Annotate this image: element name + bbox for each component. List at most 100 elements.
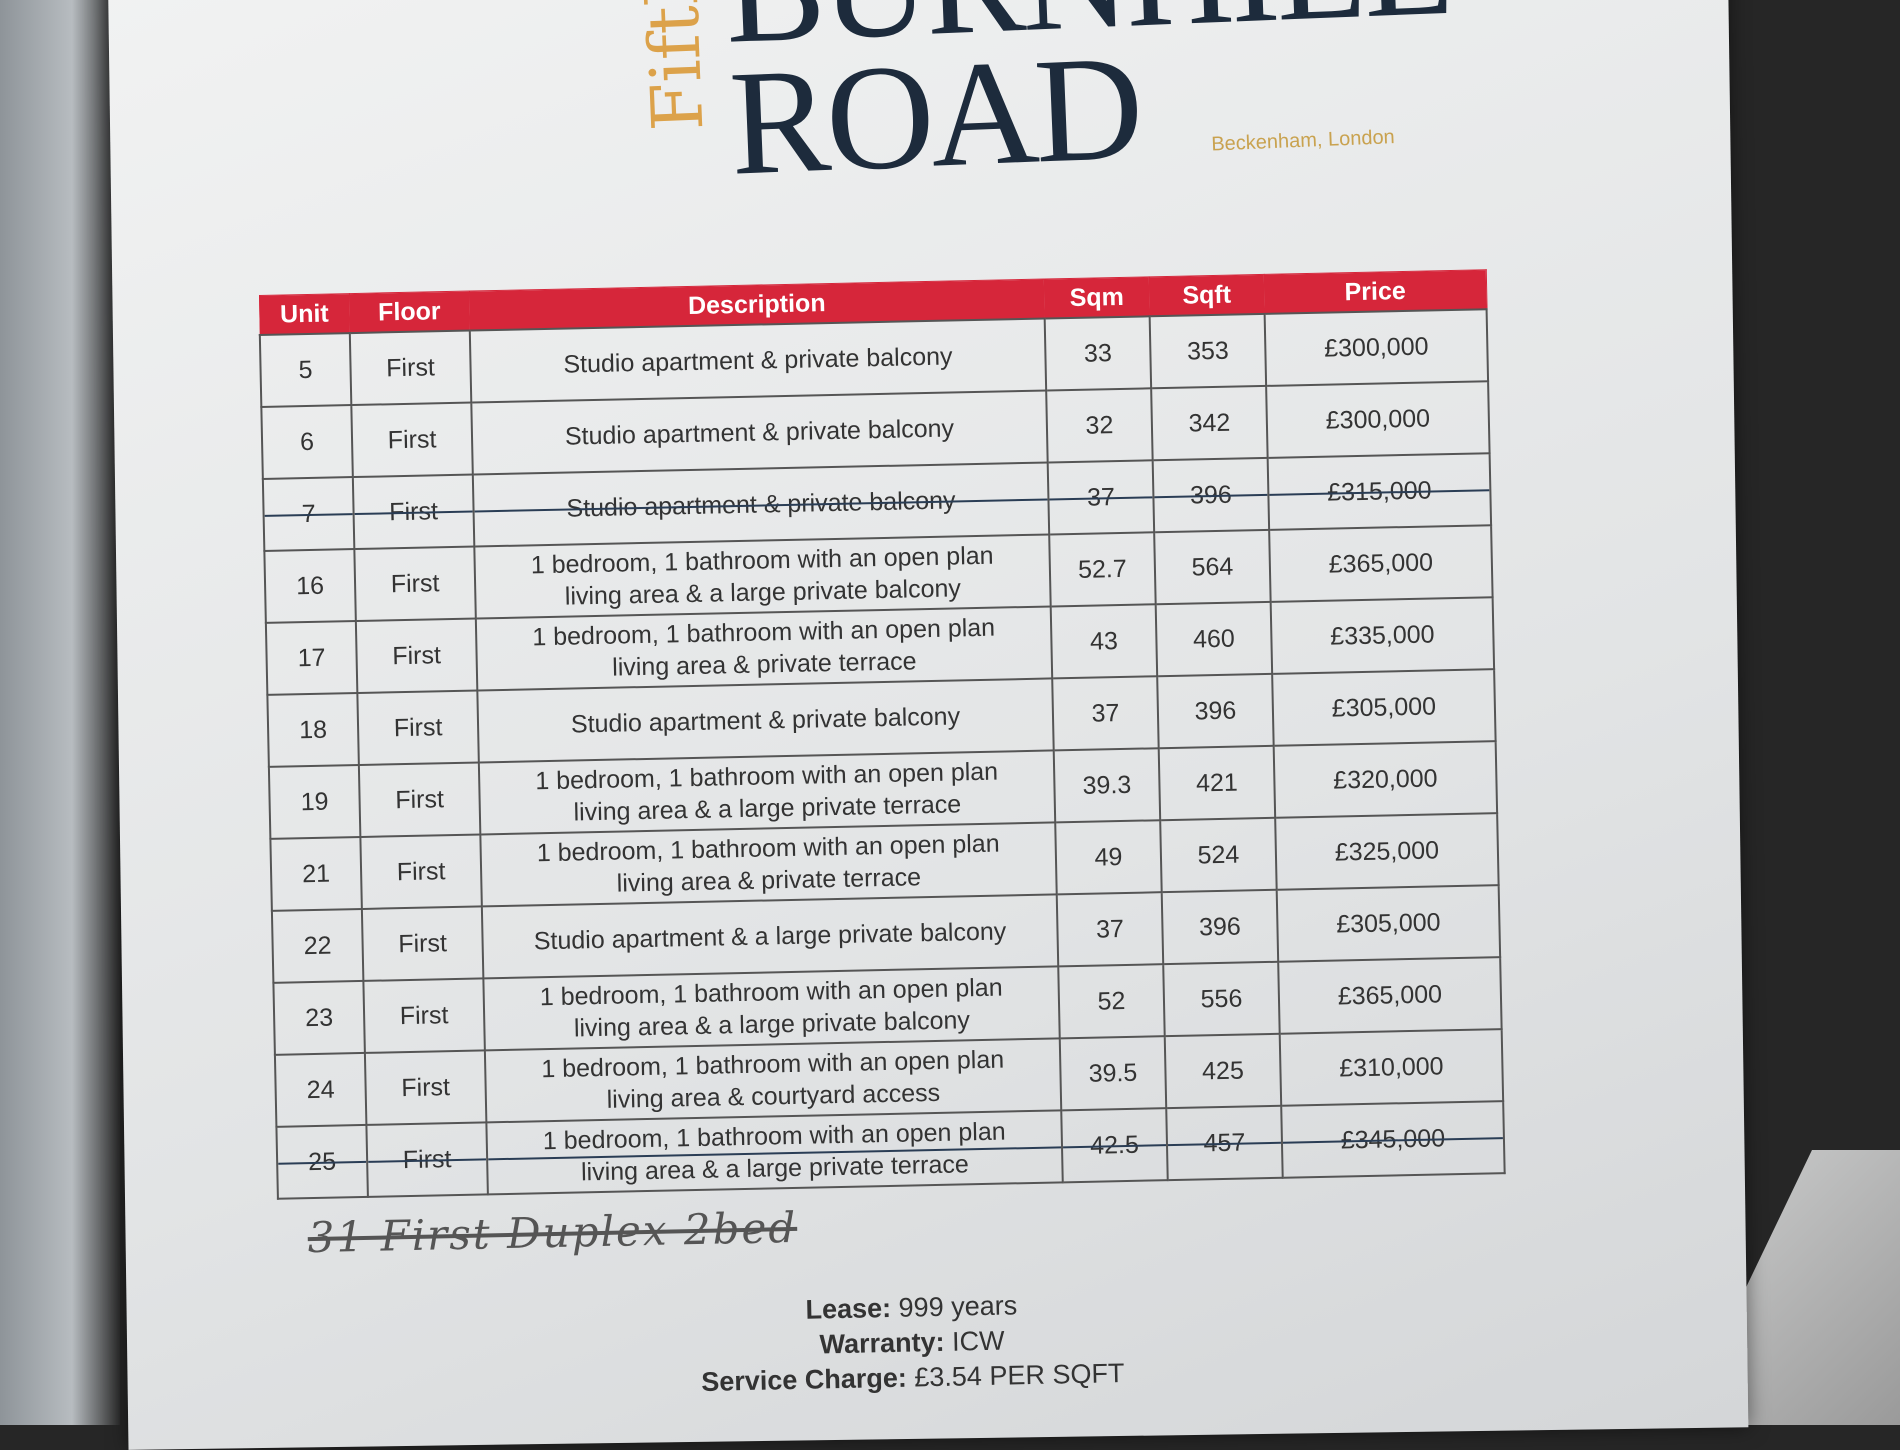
cell-text: 32 [1085, 410, 1114, 440]
cell-floor: First [357, 690, 479, 765]
cell-text: £325,000 [1334, 836, 1440, 867]
cell-sqm: 42.5 [1061, 1108, 1168, 1183]
cell-price: £345,000 [1281, 1101, 1505, 1178]
cell-floor: First [351, 402, 473, 478]
service-charge-label: Service Charge: [700, 1363, 908, 1398]
cell-text: £365,000 [1328, 548, 1434, 579]
cell-text: 18 [298, 715, 328, 744]
cell-text: 43 [1089, 626, 1119, 656]
description-line: Studio apartment & private balcony [564, 414, 955, 451]
cell-floor: First [363, 978, 485, 1053]
cell-text: £310,000 [1338, 1052, 1444, 1083]
cell-sqft: 556 [1163, 961, 1280, 1037]
cell-floor: First [355, 618, 478, 694]
cell-unit: 7 [262, 477, 355, 551]
cell-text: 21 [301, 859, 331, 888]
warranty-label: Warranty: [819, 1327, 945, 1360]
cell-floor: First [352, 474, 475, 550]
cell-sqm: 37 [1056, 892, 1164, 967]
cell-text: 22 [303, 931, 332, 960]
handwritten-note: 31 First Duplex 2bed [307, 1202, 798, 1263]
cell-text: 37 [1095, 914, 1125, 944]
description-line: Studio apartment & private balcony [570, 702, 961, 739]
cell-sqft: 425 [1164, 1033, 1282, 1109]
column-header: Floor [348, 291, 470, 334]
cell-unit: 17 [265, 621, 358, 695]
column-header: Price [1263, 269, 1487, 314]
cell-text: 421 [1195, 768, 1239, 798]
logo-fifth: Fifth [630, 0, 720, 133]
cell-unit: 25 [276, 1124, 368, 1199]
cell-floor: First [354, 546, 476, 622]
cell-desc: 1 bedroom, 1 bathroom with an open plan l… [484, 1038, 1062, 1123]
cell-text: First [401, 1072, 451, 1102]
cell-sqft: 396 [1157, 673, 1274, 749]
cell-sqm: 32 [1046, 388, 1153, 463]
logo-location: Beckenham, London [1210, 126, 1396, 156]
cell-desc: 1 bedroom, 1 bathroom with an open plan l… [480, 822, 1057, 907]
cell-unit: 16 [264, 549, 356, 623]
cell-text: 24 [306, 1075, 335, 1104]
cell-desc: Studio apartment & private balcony [477, 678, 1054, 763]
cell-price: £325,000 [1275, 813, 1499, 890]
cell-text: First [399, 1000, 449, 1030]
cell-price: £315,000 [1267, 453, 1492, 530]
cell-text: 556 [1200, 984, 1243, 1014]
description-line: Studio apartment & a large private balco… [533, 917, 1007, 956]
cell-sqm: 52.7 [1049, 532, 1156, 607]
terms-footer: Lease: 999 years Warranty: ICW Service C… [621, 1285, 1203, 1402]
cell-sqm: 39.3 [1053, 748, 1161, 823]
cell-text: £365,000 [1337, 980, 1443, 1011]
cell-text: First [391, 641, 442, 671]
cell-sqm: 49 [1055, 820, 1162, 895]
cell-price: £365,000 [1278, 957, 1502, 1034]
service-charge-value: £3.54 PER SQFT [914, 1358, 1125, 1393]
cell-sqft: 421 [1158, 745, 1276, 821]
cell-text: 19 [300, 787, 329, 816]
cell-sqft: 564 [1154, 529, 1271, 605]
cell-unit: 19 [268, 764, 361, 839]
cell-text: First [393, 712, 443, 742]
cell-text: £320,000 [1332, 764, 1438, 795]
cell-sqft: 457 [1166, 1105, 1283, 1181]
logo-line2: ROAD [726, 24, 1143, 207]
cell-desc: Studio apartment & private balcony [471, 390, 1048, 475]
cell-desc: 1 bedroom, 1 bathroom with an open plan l… [486, 1110, 1063, 1195]
lease-value: 999 years [898, 1290, 1018, 1324]
cell-text: First [390, 569, 440, 599]
cell-desc: 1 bedroom, 1 bathroom with an open plan l… [483, 966, 1060, 1051]
cell-text: 39.3 [1082, 770, 1132, 800]
cell-price: £305,000 [1276, 885, 1501, 962]
cell-text: First [398, 928, 448, 958]
cell-text: First [385, 353, 436, 383]
cell-desc: 1 bedroom, 1 bathroom with an open plan l… [478, 750, 1056, 835]
price-list-content: Unit Floor Description Sqm Sqft Price 5 First S… [258, 269, 1521, 1409]
cell-text: 52.7 [1077, 554, 1128, 584]
cell-text: 23 [304, 1003, 334, 1032]
cell-text: First [395, 784, 445, 814]
cell-desc: 1 bedroom, 1 bathroom with an open plan l… [474, 534, 1051, 619]
cell-text: 425 [1201, 1056, 1245, 1086]
cell-unit: 21 [270, 836, 362, 911]
cell-unit: 6 [261, 405, 353, 479]
cell-text: 564 [1191, 552, 1234, 582]
warranty-value: ICW [951, 1325, 1005, 1358]
cell-sqm: 37 [1047, 460, 1155, 535]
column-header: Unit [259, 293, 350, 335]
cell-sqft: 524 [1160, 817, 1277, 893]
cell-text: 17 [297, 643, 326, 672]
cell-text: 353 [1186, 336, 1230, 366]
cell-text: £300,000 [1323, 332, 1429, 363]
cell-text: 460 [1192, 624, 1236, 654]
cell-text: 342 [1188, 408, 1231, 438]
cell-desc: 1 bedroom, 1 bathroom with an open plan l… [475, 606, 1053, 691]
cell-text: 52 [1097, 986, 1126, 1016]
cell-text: 396 [1198, 912, 1242, 942]
cell-unit: 23 [273, 980, 365, 1055]
cell-unit: 5 [259, 333, 352, 407]
cell-floor: First [360, 834, 482, 909]
cell-text: 39.5 [1088, 1058, 1138, 1088]
cell-desc: Studio apartment & private balcony [469, 318, 1047, 403]
cell-desc: Studio apartment & a large private balco… [481, 894, 1059, 979]
cell-floor: First [364, 1050, 487, 1125]
